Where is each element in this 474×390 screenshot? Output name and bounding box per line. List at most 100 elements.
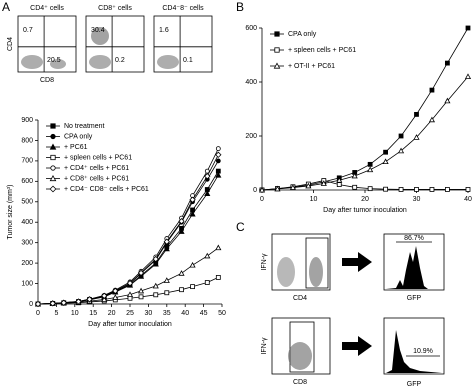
marker	[189, 261, 196, 268]
quadrant-value: 0.2	[115, 57, 125, 64]
axis-label: CD4	[7, 37, 14, 51]
marker	[465, 187, 471, 192]
marker	[152, 255, 159, 263]
y-tick-label: 100	[21, 280, 33, 287]
axis-label: GFP	[407, 295, 422, 302]
marker	[336, 177, 343, 183]
marker	[351, 172, 358, 179]
y-tick-label: 400	[245, 79, 257, 86]
cell-cloud	[157, 55, 179, 69]
x-tick-label: 20	[108, 310, 116, 317]
marker	[215, 275, 221, 280]
marker	[215, 146, 221, 152]
marker	[367, 166, 374, 173]
axis-label: CD8	[40, 77, 54, 84]
quadrant-value: 20.5	[47, 57, 61, 64]
marker	[163, 238, 170, 245]
y-tick-label: 900	[21, 117, 33, 124]
marker	[320, 180, 327, 186]
marker	[428, 116, 436, 123]
marker	[397, 147, 405, 154]
arrow	[342, 252, 372, 272]
marker	[429, 87, 435, 93]
gate-label: 10.9%	[413, 348, 433, 355]
legend-label: + OT-II + PC61	[288, 63, 335, 70]
legend-label: + CD4⁺ cells + PC61	[64, 165, 129, 172]
legend-marker	[49, 185, 57, 193]
marker	[444, 97, 451, 104]
x-tick-label: 40	[181, 310, 189, 317]
marker	[137, 287, 145, 294]
legend-marker	[50, 154, 56, 161]
y-tick-label: 0	[29, 301, 33, 308]
series-line	[261, 76, 469, 191]
axis-label: GFP	[407, 381, 422, 388]
marker	[152, 282, 159, 289]
x-tick-label: 20	[361, 196, 369, 203]
x-tick-label: 30	[413, 196, 421, 203]
axis-label: CD4	[293, 295, 307, 302]
flow-c: IFN-γ IFN-γ CD4 GFP 86.7% CD8 GFP 10.9%	[261, 233, 445, 388]
cell-cloud	[89, 55, 111, 69]
histogram-shape	[386, 330, 442, 373]
marker	[178, 218, 185, 225]
legend-label: + PC61	[64, 144, 88, 151]
marker	[137, 269, 145, 277]
y-tick-label: 600	[21, 178, 33, 185]
legend-marker	[50, 165, 56, 171]
x-tick-label: 0	[260, 196, 264, 203]
marker	[204, 280, 210, 285]
marker	[215, 244, 222, 251]
histogram-shape	[386, 246, 442, 289]
x-axis-label: Day after tumor inoculation	[88, 321, 172, 328]
quadrant-value: 0.1	[183, 57, 193, 64]
marker	[414, 187, 419, 192]
legend-label: No treatment	[64, 123, 105, 130]
marker	[367, 186, 373, 192]
panel-label: C	[236, 220, 245, 234]
legend-marker	[50, 123, 56, 129]
marker	[75, 298, 82, 305]
marker	[444, 187, 450, 192]
marker	[34, 300, 42, 308]
marker	[258, 186, 266, 193]
marker	[336, 182, 342, 188]
axis-label: IFN-γ	[261, 337, 268, 355]
axis-label: CD8	[293, 379, 307, 386]
x-tick-label: 25	[126, 310, 134, 317]
legend-label: CPA only	[288, 31, 317, 38]
marker	[382, 158, 389, 165]
x-tick-label: 10	[71, 310, 79, 317]
marker	[215, 171, 222, 178]
legend-marker	[274, 47, 280, 53]
y-tick-label: 800	[21, 137, 33, 144]
axis-label: IFN-γ	[261, 253, 268, 271]
y-tick-label: 200	[21, 260, 33, 267]
marker	[178, 228, 185, 234]
x-tick-label: 0	[36, 310, 40, 317]
cell-cloud	[277, 257, 295, 287]
cell-cloud	[91, 27, 109, 45]
dot-plot	[17, 15, 77, 73]
marker	[204, 168, 210, 174]
legend-marker	[49, 175, 57, 182]
marker	[189, 210, 196, 217]
marker	[289, 184, 296, 190]
dot-plot	[85, 15, 145, 73]
marker	[137, 273, 145, 279]
cell-cloud	[309, 257, 323, 287]
marker	[153, 292, 159, 298]
legend-label: + CD4⁻ CD8⁻ cells + PC61	[64, 186, 149, 193]
legend-marker	[274, 31, 280, 37]
gate	[289, 321, 315, 373]
y-tick-label: 0	[253, 187, 257, 194]
dot-plot	[153, 15, 213, 73]
plot-title: CD8⁺ cells	[98, 5, 132, 12]
legend-marker	[273, 62, 281, 69]
marker	[383, 149, 389, 155]
marker	[86, 296, 93, 303]
y-tick-label: 500	[21, 199, 33, 206]
legend-label: + spleen cells + PC61	[64, 154, 132, 161]
